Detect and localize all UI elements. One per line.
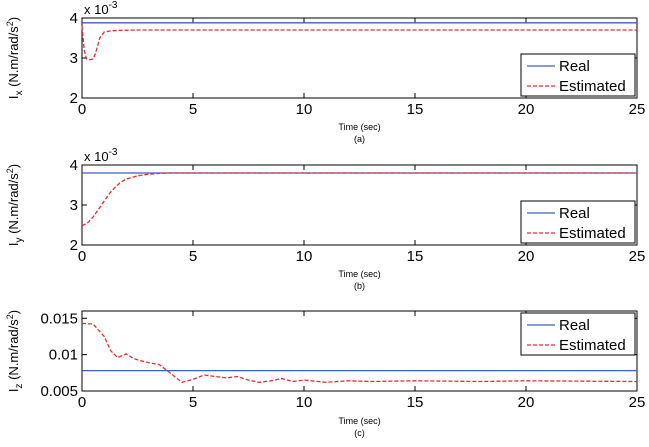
x-tick-label: 20	[518, 101, 535, 118]
y-tick-label: 4	[70, 157, 78, 174]
x-tick-label: 25	[629, 101, 646, 118]
x-tick-label: 10	[296, 248, 313, 265]
x-tick-label: 0	[78, 248, 86, 265]
panel-caption: (c)	[354, 428, 365, 438]
legend-label: Estimated	[559, 337, 626, 354]
legend-label: Estimated	[559, 225, 626, 242]
series-line-estimated	[81, 25, 637, 61]
y-tick-label: 3	[70, 50, 78, 67]
y-tick-label: 0.015	[40, 310, 78, 327]
y-tick-label: 0.005	[40, 383, 78, 400]
x-tick-label: 5	[189, 248, 197, 265]
chart-panel-3: 0 5 10 15 20 25 0.005 0.01 0.015 Iz (N.m/rad/s2) T…	[5, 310, 645, 438]
x-tick-label: 5	[189, 394, 197, 411]
legend-box	[520, 53, 636, 97]
legend-label: Estimated	[559, 78, 626, 95]
x-tick-label: 25	[629, 248, 646, 265]
y-tick-label: 2	[70, 90, 78, 107]
y-multiplier: x 10-3	[84, 147, 118, 164]
chart-panel-2: 0 5 10 15 20 25 2 3 4 x 10-3 Iy (N.m/rad/s2) Time (…	[5, 147, 645, 291]
y-axis-label: Ix (N.m/rad/s2)	[5, 17, 25, 99]
legend: Real Estimated	[520, 200, 636, 244]
x-axis-label: Time (sec)	[338, 416, 380, 426]
chart-panel-1: 0 5 10 15 20 25 2 3 4 x 10-3 Ix (N.m/rad/s2) Time (…	[5, 0, 645, 144]
y-tick-label: 2	[70, 237, 78, 254]
y-axis-label: Iy (N.m/rad/s2)	[5, 164, 25, 246]
x-tick-label: 25	[629, 394, 646, 411]
x-tick-label: 20	[518, 248, 535, 265]
legend-box	[520, 200, 636, 244]
x-tick-label: 5	[189, 101, 197, 118]
legend-label: Real	[559, 317, 590, 334]
y-multiplier: x 10-3	[84, 0, 118, 17]
x-axis-label: Time (sec)	[338, 122, 380, 132]
legend: Real Estimated	[520, 312, 636, 356]
legend-label: Real	[559, 58, 590, 75]
x-tick-label: 15	[407, 394, 424, 411]
y-tick-label: 0.01	[49, 347, 78, 364]
x-tick-label: 0	[78, 101, 86, 118]
x-tick-label: 10	[296, 394, 313, 411]
x-tick-label: 15	[407, 101, 424, 118]
x-tick-label: 15	[407, 248, 424, 265]
series-line-estimated	[81, 322, 638, 384]
x-tick-label: 20	[518, 394, 535, 411]
y-tick-label: 3	[70, 197, 78, 214]
x-tick-label: 0	[78, 394, 86, 411]
y-axis-label: Iz (N.m/rad/s2)	[5, 310, 25, 392]
panel-caption: (a)	[354, 134, 365, 144]
legend-label: Real	[559, 205, 590, 222]
x-tick-label: 10	[296, 101, 313, 118]
x-axis-label: Time (sec)	[338, 269, 380, 279]
panel-caption: (b)	[354, 281, 365, 291]
legend-box	[520, 312, 636, 356]
y-tick-label: 4	[70, 10, 78, 27]
legend: Real Estimated	[520, 53, 636, 97]
